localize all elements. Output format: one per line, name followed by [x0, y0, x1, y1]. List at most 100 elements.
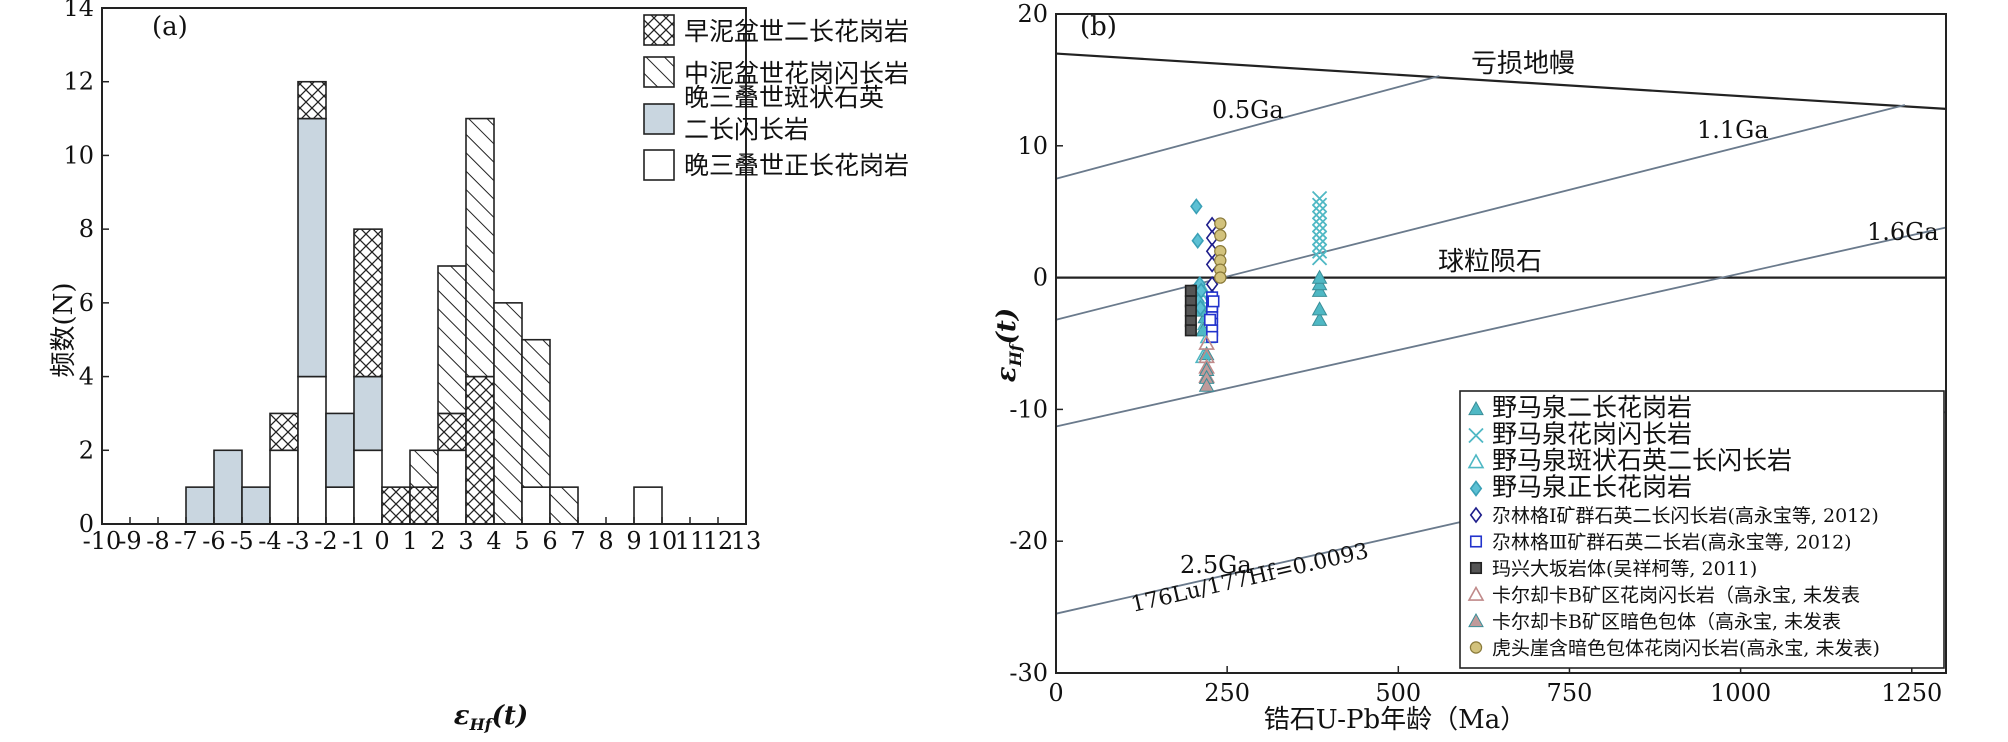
reference-line-4 [1055, 226, 1947, 428]
histogram-bar-0 [185, 486, 215, 525]
b-y-tick-label: 20 [1017, 0, 1048, 28]
histogram-bar-2 [241, 486, 271, 525]
a-x-tick-label: -6 [202, 527, 225, 555]
a-x-tick-label: 4 [486, 527, 501, 555]
a-x-tick-label: -8 [146, 527, 169, 555]
scatter-point-s5-p9 [1207, 295, 1220, 308]
a-x-axis-title: εHf(t) [454, 701, 528, 734]
b-legend-marker-7 [1467, 585, 1485, 601]
a-x-tick-label: 5 [514, 527, 529, 555]
b-legend-label-2: 野马泉斑状石英二长闪长岩 [1492, 446, 1792, 475]
histogram-bar-6 [297, 117, 327, 378]
histogram-bar-13 [381, 486, 411, 525]
b-legend-label-5: 尕林格Ⅲ矿群石英二长岩(高永宝等, 2012) [1492, 532, 1852, 554]
a-y-tick-label: 0 [79, 510, 94, 538]
histogram-bars [185, 80, 663, 525]
reference-line-0 [1055, 52, 1947, 110]
a-x-tick-label: 12 [703, 527, 734, 555]
scatter-points [1184, 190, 1328, 392]
scatter-point-s1-p6 [1311, 230, 1328, 246]
histogram-bar-12 [353, 228, 383, 378]
a-legend-label-2: 晚三叠世斑状石英 [684, 83, 884, 112]
b-legend-marker-9 [1469, 641, 1483, 654]
b-legend-label-8: 卡尔却卡B矿区暗色包体（高永宝, 未发表 [1492, 611, 1841, 633]
scatter-point-s6-p0 [1184, 284, 1197, 297]
histogram-bar-10 [353, 449, 383, 525]
a-y-axis-title: 频数(N) [49, 282, 79, 377]
a-x-tick-label: 8 [598, 527, 613, 555]
scatter-point-s3-p0 [1190, 198, 1203, 215]
a-x-tick-label: -5 [230, 527, 253, 555]
a-plot-frame [101, 7, 747, 525]
histogram-bar-5 [297, 375, 327, 525]
a-x-tick-label: 6 [542, 527, 557, 555]
b-y-axis-title: εHf(t) [992, 308, 1025, 382]
histogram-bar-19 [465, 375, 495, 525]
b-legend-marker-2 [1467, 453, 1485, 469]
reference-line-label-3: 1.1Ga [1697, 116, 1769, 144]
b-x-tick-label: 1250 [1881, 679, 1942, 707]
scatter-point-s1-p3 [1311, 210, 1328, 226]
a-panel-label: (a) [152, 12, 188, 42]
b-x-tick-label: 0 [1048, 679, 1063, 707]
scatter-point-s3-p5 [1194, 299, 1207, 317]
scatter-point-s1-p8 [1311, 243, 1328, 259]
a-x-tick-label: 11 [675, 527, 706, 555]
a-x-tick-label: 7 [570, 527, 585, 555]
scatter-point-s1-p0 [1311, 190, 1328, 207]
histogram-bar-7 [297, 80, 327, 120]
a-axis-ticks: -10-9 -8 -7 -6 -5 -4 -3 -2 -1 0 1 2 3 4 5 6 7 8 9 101112130… [63, 0, 761, 555]
a-legend-label-2-line2: 二长闪长岩 [684, 115, 809, 144]
reference-line-3 [1055, 104, 1906, 321]
reference-line-label-5: 2.5Ga [1180, 551, 1252, 579]
b-legend-marker-1 [1468, 427, 1484, 444]
b-y-tick-label: -30 [1009, 659, 1048, 687]
histogram-bar-20 [465, 117, 495, 378]
a-x-tick-label: -4 [258, 527, 281, 555]
b-legend-label-0: 野马泉二长花岗岩 [1492, 393, 1692, 422]
a-x-tick-label: 13 [731, 527, 762, 555]
a-x-tick-label: 1 [402, 527, 417, 555]
scatter-point-s9-p0 [1214, 217, 1227, 230]
scatter-point-s8-p2 [1198, 377, 1215, 392]
histogram-bar-9 [325, 412, 355, 488]
histogram-bar-3 [269, 449, 299, 525]
a-legend-swatch-0 [643, 14, 675, 46]
b-legend-box [1459, 390, 1945, 669]
a-x-tick-label: -2 [314, 527, 337, 555]
histogram-bar-1 [213, 449, 243, 525]
a-y-tick-label: 12 [63, 68, 94, 96]
histogram-bar-17 [437, 412, 467, 452]
a-x-tick-label: -7 [174, 527, 197, 555]
scatter-point-s1-p7 [1311, 237, 1328, 253]
a-x-tick-label: -1 [342, 527, 365, 555]
histogram-bar-22 [521, 486, 551, 525]
a-legend-label-1: 中泥盆世花岗闪长岩 [684, 59, 909, 88]
b-x-tick-label: 1000 [1710, 679, 1771, 707]
histogram-bar-14 [409, 486, 439, 525]
histogram-bar-16 [437, 449, 467, 525]
a-legend-swatch-3 [643, 149, 675, 181]
b-x-tick-label: 750 [1547, 679, 1593, 707]
a-y-tick-label: 4 [79, 363, 94, 391]
b-legend-label-3: 野马泉正长花岗岩 [1492, 473, 1692, 502]
scatter-point-s1-p2 [1311, 204, 1328, 220]
scatter-point-s1-p4 [1311, 217, 1328, 233]
a-x-tick-label: 0 [374, 527, 389, 555]
scatter-point-s0-p1 [1311, 301, 1328, 316]
histogram-bar-15 [409, 449, 439, 488]
a-y-tick-label: 2 [79, 436, 94, 464]
a-legend-swatch-1 [643, 56, 675, 88]
scatter-point-s1-p9 [1311, 250, 1328, 266]
a-y-tick-label: 10 [63, 141, 94, 169]
b-legend-marker-8 [1468, 612, 1484, 628]
histogram-bar-11 [353, 375, 383, 452]
a-x-tick-label: -10 [83, 527, 122, 555]
b-x-tick-label: 250 [1204, 679, 1250, 707]
a-y-tick-label: 6 [79, 289, 94, 317]
b-y-tick-label: -10 [1009, 395, 1048, 423]
a-y-tick-label: 14 [63, 0, 94, 22]
histogram-panel: -10-9 -8 -7 -6 -5 -4 -3 -2 -1 0 1 2 3 4 5 6 7 8 9 101112130… [49, 0, 909, 734]
a-legend-swatch-2 [643, 103, 675, 135]
